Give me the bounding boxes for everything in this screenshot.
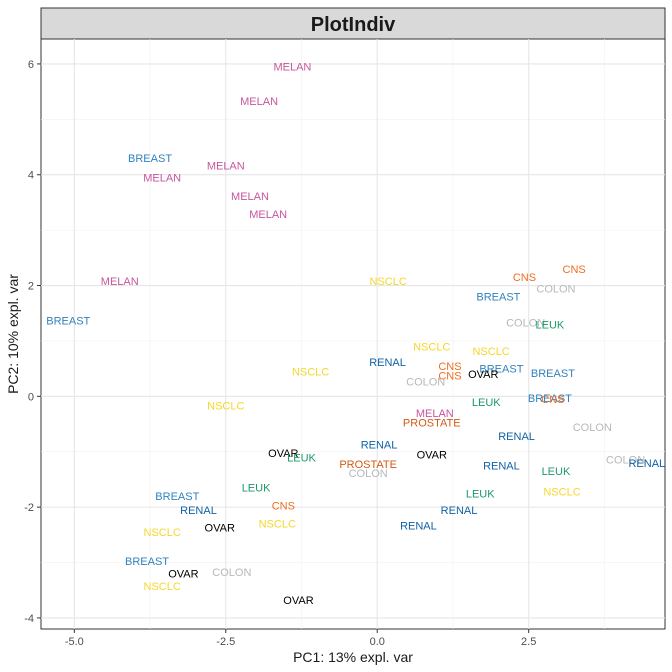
point-renal: RENAL (180, 505, 217, 517)
point-nsclc: NSCLC (543, 487, 580, 499)
y-tick-label: 2 (28, 281, 34, 293)
point-ovar: OVAR (417, 449, 447, 461)
point-breast: BREAST (155, 491, 199, 503)
title-strip (40, 7, 666, 40)
point-leuk: LEUK (472, 397, 501, 409)
grid-lines (41, 39, 665, 629)
point-colon: COLON (349, 468, 388, 480)
point-renal: RENAL (441, 505, 478, 517)
y-tick-label: 0 (28, 391, 34, 403)
point-renal: RENAL (361, 440, 398, 452)
point-colon: COLON (212, 567, 251, 579)
point-renal: RENAL (369, 357, 406, 369)
point-labels: MELAN MELAN BREAST MELAN MELAN MELAN MELAN MELA… (46, 62, 665, 607)
point-nsclc: NSCLC (369, 276, 406, 288)
y-axis-title: PC2: 10% expl. var (5, 274, 21, 394)
point-ovar: OVAR (168, 569, 198, 581)
point-ovar: OVAR (283, 595, 313, 607)
point-melan: MELAN (101, 276, 139, 288)
point-renal: RENAL (498, 431, 535, 443)
point-breast: BREAST (479, 364, 523, 376)
point-renal: RENAL (628, 458, 665, 470)
point-ovar: OVAR (468, 369, 498, 381)
point-cns: CNS (563, 264, 586, 276)
point-leuk: LEUK (287, 452, 316, 464)
point-nsclc: NSCLC (292, 366, 329, 378)
point-breast: BREAST (128, 153, 172, 165)
point-colon: COLON (406, 376, 445, 388)
y-tick-label: -2 (24, 502, 34, 514)
x-axis-title: PC1: 13% expl. var (293, 649, 413, 665)
x-tick-label: -5.0 (65, 636, 84, 648)
point-leuk: LEUK (242, 483, 271, 495)
point-breast: BREAST (531, 368, 575, 380)
y-tick-label: 6 (28, 59, 34, 71)
point-nsclc: NSCLC (259, 519, 296, 531)
point-renal: RENAL (483, 461, 520, 473)
point-cns: CNS (438, 361, 461, 373)
point-breast: BREAST (476, 292, 520, 304)
y-tick-label: 4 (28, 170, 34, 182)
point-nsclc: NSCLC (144, 527, 181, 539)
point-breast: BREAST (46, 315, 90, 327)
point-colon: COLON (573, 422, 612, 434)
x-axis: -5.0 -2.5 0.0 2.5 (65, 629, 536, 648)
point-melan: MELAN (273, 62, 311, 74)
point-colon: COLON (506, 318, 545, 330)
point-melan: MELAN (207, 160, 245, 172)
point-ovar: OVAR (205, 523, 235, 535)
x-tick-label: -2.5 (216, 636, 235, 648)
point-prostate: PROSTATE (403, 417, 461, 429)
point-leuk: LEUK (542, 466, 571, 478)
y-tick-label: -4 (24, 613, 34, 625)
x-tick-label: 2.5 (521, 636, 536, 648)
point-nsclc: NSCLC (144, 581, 181, 593)
point-melan: MELAN (416, 408, 454, 420)
point-breast: BREAST (528, 393, 572, 405)
x-tick-label: 0.0 (370, 636, 385, 648)
point-cns: CNS (272, 500, 295, 512)
y-axis: -4 -2 0 2 4 6 (24, 59, 41, 625)
point-nsclc: NSCLC (207, 401, 244, 413)
point-melan: MELAN (143, 172, 181, 184)
point-melan: MELAN (231, 191, 269, 203)
chart-title: PlotIndiv (311, 14, 396, 36)
point-colon: COLON (536, 283, 575, 295)
point-prostate: PROSTATE (339, 459, 397, 471)
point-leuk: LEUK (466, 488, 495, 500)
point-melan: MELAN (240, 96, 278, 108)
point-renal: RENAL (400, 520, 437, 532)
point-cns: CNS (513, 272, 536, 284)
point-leuk: LEUK (536, 319, 565, 331)
point-cns: CNS (541, 394, 564, 406)
plot-panel (40, 38, 666, 630)
point-nsclc: NSCLC (413, 341, 450, 353)
point-breast: BREAST (125, 556, 169, 568)
point-melan: MELAN (249, 209, 287, 221)
point-cns: CNS (438, 370, 461, 382)
point-colon: COLON (606, 454, 645, 466)
point-nsclc: NSCLC (472, 346, 509, 358)
point-ovar: OVAR (268, 448, 298, 460)
